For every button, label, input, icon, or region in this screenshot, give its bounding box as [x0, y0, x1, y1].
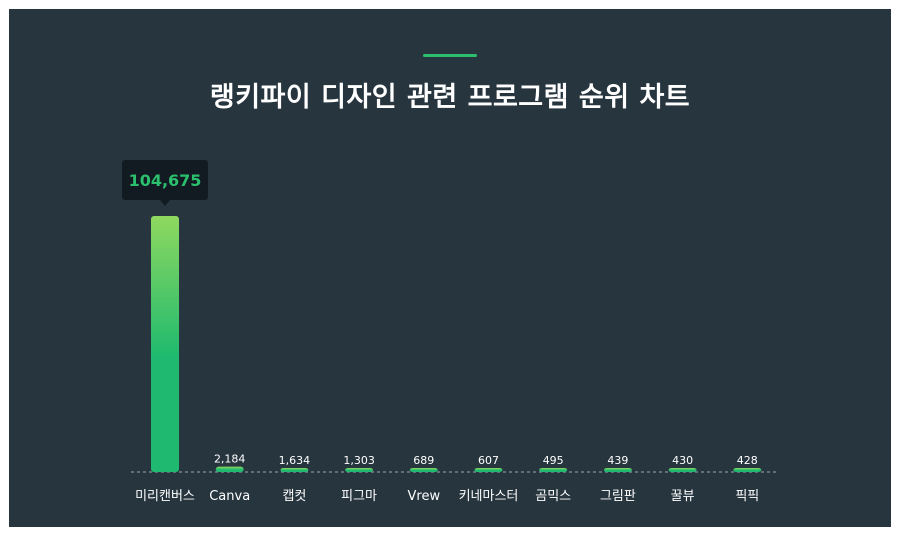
- title-accent-line: [423, 54, 477, 57]
- category-label-8: 꿀뷰: [671, 489, 695, 504]
- value-label-1: 2,184: [214, 453, 246, 466]
- bar-1[interactable]: [215, 466, 244, 472]
- category-label-2: 캡컷: [282, 489, 306, 504]
- value-label-3: 1,303: [343, 454, 375, 467]
- value-label-2: 1,634: [279, 454, 311, 467]
- chart-panel: 랭키파이 디자인 관련 프로그램 순위 차트 미리캔버스 2,184 Canva 1,…: [9, 9, 891, 527]
- category-label-3: 피그마: [341, 489, 377, 504]
- value-label-7: 439: [607, 454, 628, 467]
- bar-6[interactable]: [539, 468, 568, 472]
- tooltip-box: [122, 160, 208, 200]
- bar-9[interactable]: [733, 468, 762, 472]
- category-label-0: 미리캔버스: [135, 489, 195, 504]
- value-label-8: 430: [672, 454, 693, 467]
- category-label-5: 키네마스터: [459, 489, 519, 504]
- value-label-6: 495: [543, 454, 564, 467]
- value-label-4: 689: [413, 454, 434, 467]
- category-label-9: 픽픽: [735, 489, 759, 504]
- bar-8[interactable]: [668, 468, 697, 472]
- bar-3[interactable]: [345, 468, 374, 472]
- value-label-9: 428: [737, 454, 758, 467]
- chart-title: 랭키파이 디자인 관련 프로그램 순위 차트: [209, 82, 691, 113]
- category-label-4: Vrew: [408, 489, 441, 504]
- category-label-7: 그림판: [600, 489, 636, 504]
- bar-4[interactable]: [409, 468, 438, 472]
- tooltip-pointer: [160, 200, 170, 206]
- category-label-1: Canva: [209, 489, 250, 504]
- value-label-5: 607: [478, 454, 499, 467]
- bar-0[interactable]: [151, 216, 179, 472]
- category-label-6: 곰믹스: [535, 489, 571, 504]
- bar-2[interactable]: [280, 468, 309, 472]
- bar-5[interactable]: [474, 468, 503, 472]
- tooltip-value: 104,675: [129, 171, 202, 190]
- bar-chart: 미리캔버스 2,184 Canva 1,634 캡컷 1,303 피그마 689 Vrew 607…: [122, 160, 779, 504]
- bar-7[interactable]: [603, 468, 632, 472]
